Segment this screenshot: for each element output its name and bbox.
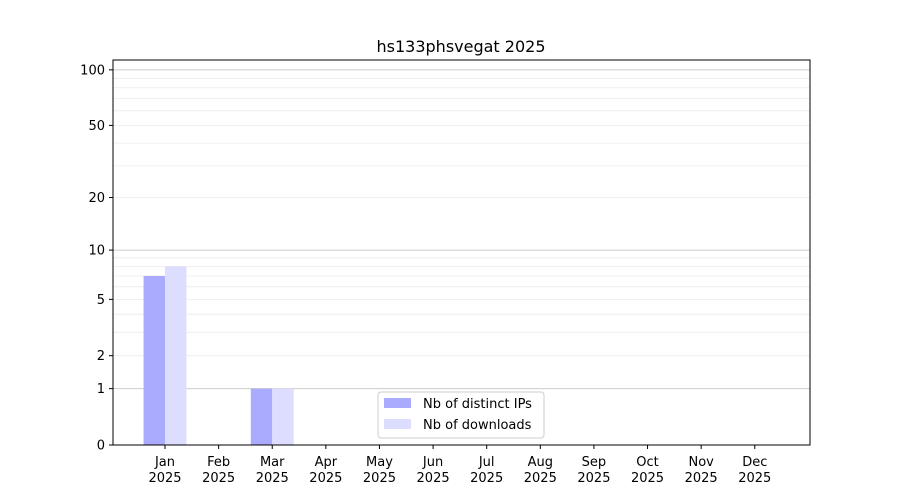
x-tick-label: Nov 2025 [685,455,718,486]
y-tick-label: 5 [97,293,105,308]
bars [143,266,294,445]
y-tick-label: 0 [97,439,105,454]
bar-downloads [272,388,294,445]
y-axis: 0 1 2 5 10 20 50 100 [80,63,113,454]
grid [113,69,810,390]
x-axis: Jan 2025 Feb 2025 Mar 2025 Apr 2025 May 2025 Jun 20… [148,445,771,486]
legend-label: Nb of distinct IPs [423,397,532,412]
legend-swatch [384,419,411,429]
x-tick-label: Aug 2025 [524,455,557,486]
x-tick-label: Apr 2025 [309,455,342,486]
x-tick-label: Jan 2025 [148,455,181,486]
y-tick-label: 20 [88,191,105,206]
x-tick-label: Mar 2025 [256,455,289,486]
x-tick-label: Feb 2025 [202,455,235,486]
x-tick-label: Jun 2025 [417,455,450,486]
bar-distinct-ips [143,275,166,445]
y-tick-label: 10 [88,244,105,259]
y-tick-label: 1 [97,382,105,397]
legend-label: Nb of downloads [423,418,532,433]
chart-title: hs133phsvegat 2025 [377,37,546,56]
y-tick-label: 50 [88,119,105,134]
x-tick-label: Dec 2025 [738,455,771,486]
x-tick-label: Jul 2025 [470,455,503,486]
bar-downloads [165,266,187,445]
legend-box [377,391,545,439]
x-tick-label: Oct 2025 [631,455,664,486]
x-tick-label: May 2025 [363,455,396,486]
plot-frame [112,59,811,446]
legend-swatch [384,398,411,408]
legend: Nb of distinct IPs Nb of downloads [377,391,545,439]
y-tick-label: 100 [80,63,105,78]
y-tick-label: 2 [97,349,105,364]
bar-distinct-ips [250,388,273,445]
x-tick-label: Sep 2025 [577,455,610,486]
